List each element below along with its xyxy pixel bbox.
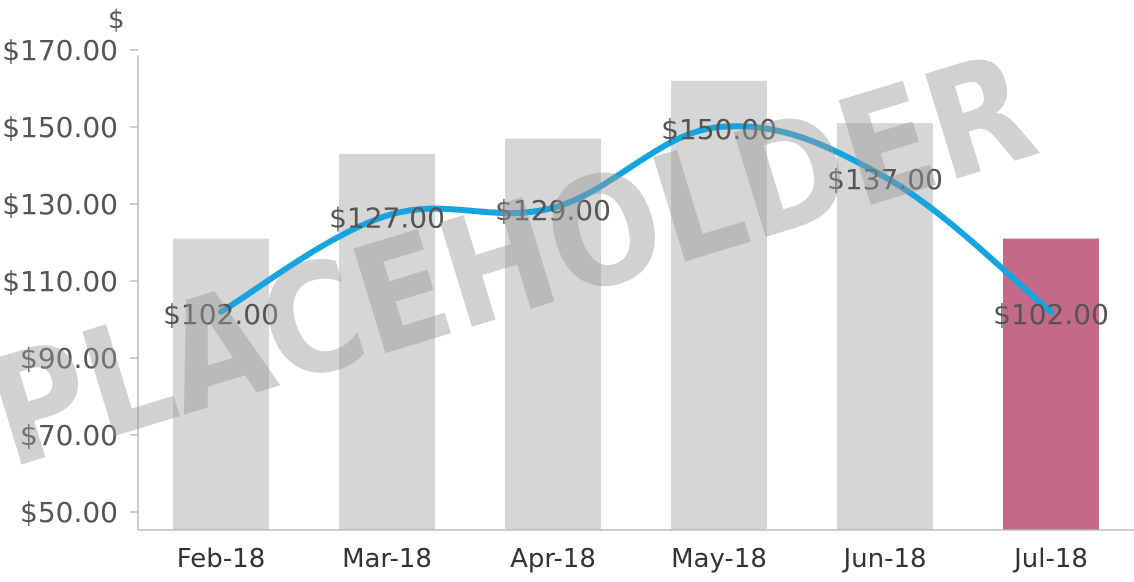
data-label: $137.00	[827, 163, 943, 196]
x-tick-label: Apr-18	[510, 544, 596, 574]
line-path	[218, 123, 1054, 315]
y-tick-labels: $50.00 $70.00 $90.00 $110.00 $130.00 $150.00 $…	[2, 34, 138, 529]
axes	[137, 55, 1134, 531]
line-series	[218, 123, 1054, 315]
y-tick-label: $50.00	[20, 496, 118, 529]
data-label: $150.00	[661, 113, 777, 146]
bar-apr-18	[505, 138, 601, 530]
data-label: $102.00	[993, 298, 1109, 331]
x-tick-label: Jun-18	[841, 544, 926, 574]
x-tick-labels: Feb-18 Mar-18 Apr-18 May-18 Jun-18 Jul-18	[177, 544, 1088, 574]
bars	[173, 80, 1099, 531]
x-tick-label: Mar-18	[342, 544, 432, 574]
y-tick-label: $90.00	[20, 342, 118, 375]
y-axis-unit-label: $	[108, 5, 125, 35]
y-tick-label: $170.00	[2, 34, 118, 67]
bar-may-18	[671, 80, 767, 531]
y-tick-label: $70.00	[20, 419, 118, 452]
y-tick-label: $110.00	[2, 265, 118, 298]
data-label: $129.00	[495, 194, 611, 227]
y-tick-label: $130.00	[2, 188, 118, 221]
data-label: $127.00	[329, 202, 445, 235]
x-tick-label: Jul-18	[1012, 544, 1088, 574]
data-label: $102.00	[163, 298, 279, 331]
data-labels: $102.00 $127.00 $129.00 $150.00 $137.00 $102.…	[163, 113, 1109, 331]
bar-jun-18	[837, 123, 933, 530]
y-tick-label: $150.00	[2, 111, 118, 144]
x-tick-label: May-18	[671, 544, 767, 574]
bar-feb-18	[173, 238, 269, 530]
x-tick-label: Feb-18	[177, 544, 266, 574]
